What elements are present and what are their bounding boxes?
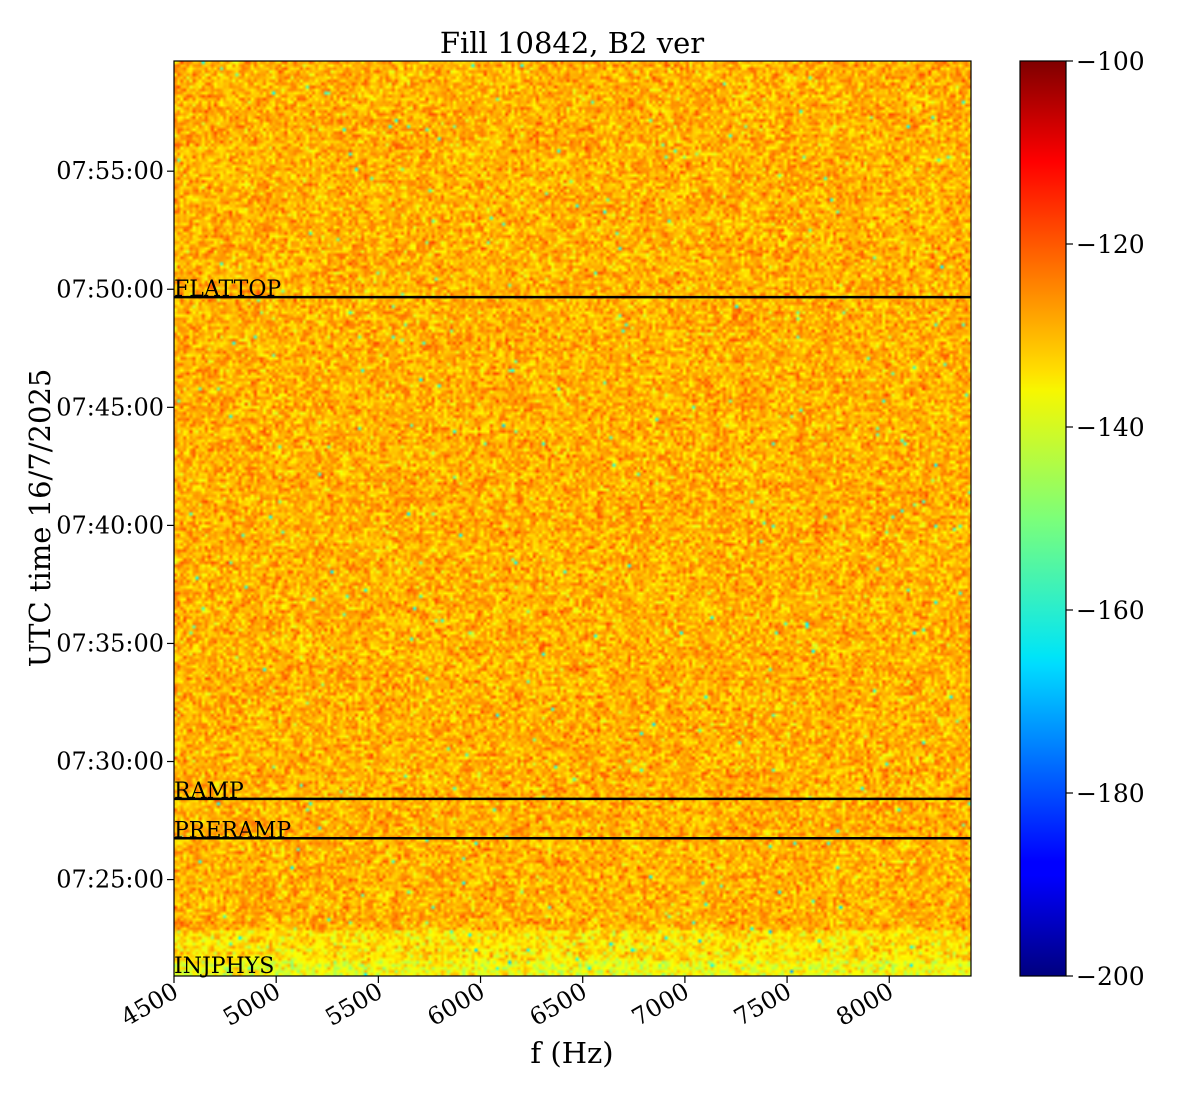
colorbar-ticks: −200 −180 −160 −140 −120 −100 [1066, 47, 1145, 991]
marker-label-injphys: INJPHYS [174, 954, 274, 979]
colorbar-tick-label: −100 [1076, 47, 1145, 76]
colorbar-tick-label: −140 [1076, 413, 1145, 442]
x-tick-label: 7500 [729, 977, 796, 1032]
y-tick-label: 07:45:00 [56, 393, 164, 421]
y-tick-label: 07:50:00 [56, 275, 164, 303]
colorbar: −200 −180 −160 −140 −120 −100 [1019, 47, 1145, 991]
phase-markers: FLATTOP RAMP PRERAMP INJPHYS [174, 277, 971, 979]
x-tick-label: 5000 [218, 977, 285, 1032]
colorbar-tick-label: −180 [1076, 779, 1145, 808]
colorbar-tick-label: −200 [1076, 962, 1145, 991]
chart-title: Fill 10842, B2 ver [440, 26, 704, 60]
x-tick-label: 6500 [525, 977, 592, 1032]
x-tick-label: 4500 [116, 977, 183, 1032]
x-tick-label: 7000 [627, 977, 694, 1032]
x-axis: 4500 5000 5500 6000 6500 7000 7500 8000 [116, 976, 898, 1032]
x-tick-label: 8000 [831, 977, 898, 1032]
x-axis-label: f (Hz) [530, 1036, 613, 1070]
plot-frame [173, 60, 972, 977]
heatmap-area [174, 61, 971, 976]
colorbar-gradient [1019, 60, 1067, 977]
marker-label-preramp: PRERAMP [174, 818, 291, 843]
colorbar-tick-label: −160 [1076, 596, 1145, 625]
y-tick-label: 07:25:00 [56, 866, 164, 894]
heatmap-image [174, 61, 971, 976]
y-tick-label: 07:35:00 [56, 629, 164, 657]
marker-label-flattop: FLATTOP [174, 277, 281, 302]
y-axis-label: UTC time 16/7/2025 [23, 369, 57, 668]
y-tick-label: 07:55:00 [56, 157, 164, 185]
y-axis: 07:25:00 07:30:00 07:35:00 07:40:00 07:45:00… [56, 157, 174, 894]
x-tick-label: 6000 [423, 977, 490, 1032]
y-tick-label: 07:30:00 [56, 748, 164, 776]
marker-label-ramp: RAMP [174, 779, 244, 804]
y-tick-label: 07:40:00 [56, 511, 164, 539]
x-tick-label: 5500 [320, 977, 387, 1032]
colorbar-tick-label: −120 [1076, 230, 1145, 259]
